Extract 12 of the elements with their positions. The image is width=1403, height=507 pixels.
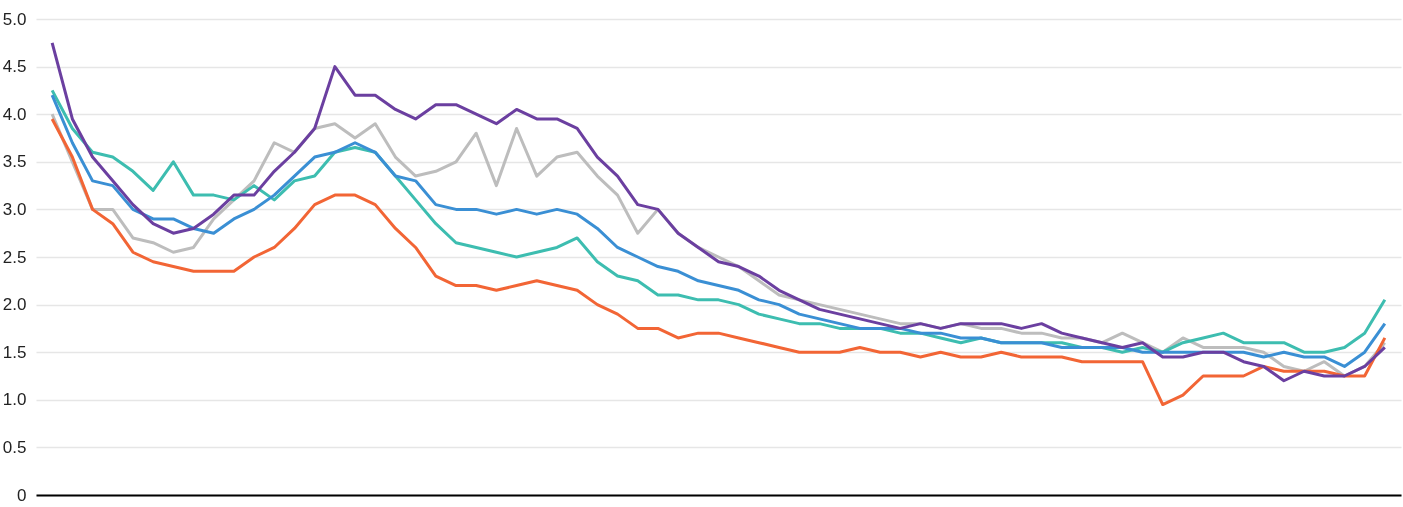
y-tick-label: 1.5 [2,342,27,362]
y-tick-label: 2.0 [2,295,27,315]
y-tick-label: 0.5 [2,437,27,457]
y-tick-label: 3.5 [2,152,27,172]
y-tick-label: 4.5 [2,57,27,77]
y-tick-label: 3.0 [2,199,27,219]
y-tick-label: 0 [17,485,27,505]
y-tick-label: 2.5 [2,247,27,267]
y-tick-label: 4.0 [2,104,27,124]
y-tick-label: 1.0 [2,390,27,410]
line-series [50,41,1387,383]
y-tick-label: 5.0 [2,9,27,29]
